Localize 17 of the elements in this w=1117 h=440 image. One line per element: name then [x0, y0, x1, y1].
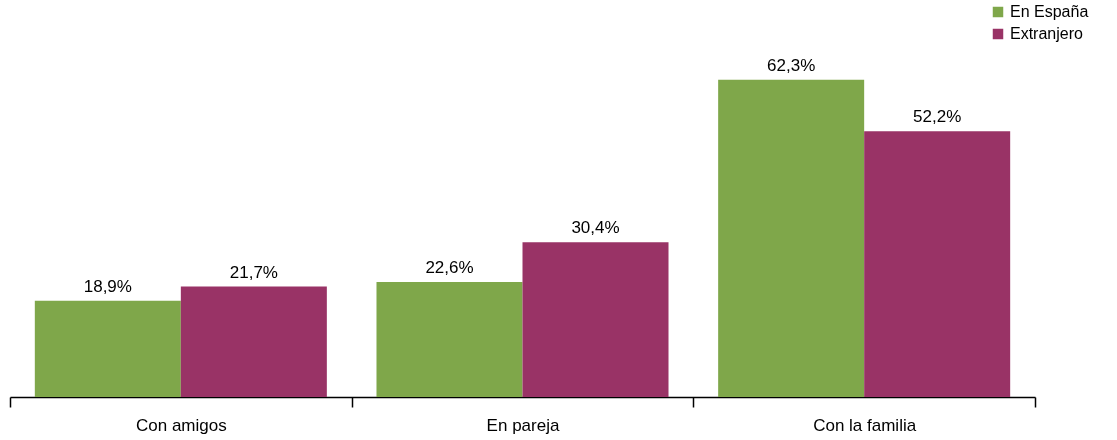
- data-label: 30,4%: [571, 218, 620, 238]
- data-label: 18,9%: [83, 276, 132, 296]
- bar: [718, 79, 865, 397]
- bar: [522, 242, 669, 397]
- data-label: 62,3%: [767, 55, 816, 75]
- data-label: 22,6%: [425, 257, 474, 277]
- legend-label: Extranjero: [1010, 25, 1084, 42]
- x-tick-label: Con amigos: [135, 415, 227, 435]
- x-tick-label: Con la familia: [813, 415, 917, 435]
- data-label: 21,7%: [229, 262, 278, 282]
- x-tick-label: En pareja: [486, 415, 560, 435]
- bar: [34, 300, 181, 397]
- bar: [376, 281, 523, 397]
- legend-label: En España: [1010, 3, 1089, 20]
- bar: [180, 286, 327, 397]
- data-label: 52,2%: [913, 107, 962, 127]
- bar: [864, 131, 1011, 397]
